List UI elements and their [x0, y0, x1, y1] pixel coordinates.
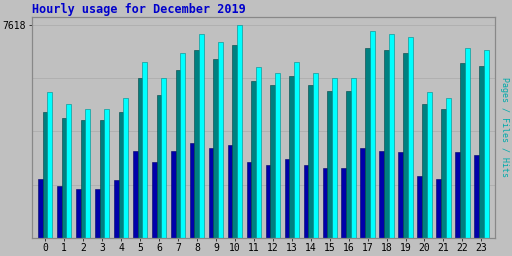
Bar: [441, 109, 446, 238]
Bar: [38, 179, 42, 238]
Bar: [379, 151, 384, 238]
Bar: [455, 153, 460, 238]
Bar: [436, 179, 441, 238]
Bar: [408, 37, 413, 238]
Bar: [161, 78, 166, 238]
Bar: [294, 62, 299, 238]
Bar: [351, 78, 356, 238]
Bar: [76, 189, 81, 238]
Bar: [48, 92, 52, 238]
Bar: [275, 73, 280, 238]
Bar: [195, 50, 199, 238]
Bar: [289, 76, 294, 238]
Bar: [247, 162, 251, 238]
Bar: [228, 145, 232, 238]
Bar: [346, 91, 351, 238]
Text: Hourly usage for December 2019: Hourly usage for December 2019: [32, 3, 246, 16]
Bar: [323, 168, 327, 238]
Bar: [42, 112, 48, 238]
Bar: [384, 50, 389, 238]
Bar: [152, 162, 157, 238]
Bar: [465, 48, 470, 238]
Bar: [176, 70, 180, 238]
Bar: [304, 165, 308, 238]
Bar: [114, 180, 119, 238]
Bar: [237, 25, 242, 238]
Bar: [133, 151, 138, 238]
Bar: [342, 168, 346, 238]
Bar: [62, 118, 67, 238]
Bar: [474, 155, 479, 238]
Bar: [57, 186, 62, 238]
Bar: [100, 120, 104, 238]
Bar: [218, 42, 223, 238]
Bar: [157, 95, 161, 238]
Bar: [86, 109, 90, 238]
Bar: [332, 78, 337, 238]
Bar: [484, 50, 488, 238]
Bar: [104, 109, 109, 238]
Bar: [171, 151, 176, 238]
Bar: [479, 66, 484, 238]
Bar: [360, 148, 365, 238]
Bar: [232, 45, 237, 238]
Bar: [138, 78, 142, 238]
Bar: [251, 81, 256, 238]
Bar: [119, 112, 123, 238]
Bar: [398, 153, 403, 238]
Bar: [123, 98, 128, 238]
Bar: [417, 176, 422, 238]
Bar: [427, 92, 432, 238]
Bar: [270, 86, 275, 238]
Bar: [460, 63, 465, 238]
Bar: [95, 189, 100, 238]
Bar: [81, 120, 86, 238]
Bar: [190, 143, 195, 238]
Bar: [313, 73, 318, 238]
Bar: [256, 67, 261, 238]
Bar: [389, 34, 394, 238]
Bar: [285, 159, 289, 238]
Bar: [370, 31, 375, 238]
Y-axis label: Pages / Files / Hits: Pages / Files / Hits: [500, 77, 509, 177]
Bar: [142, 62, 147, 238]
Bar: [446, 98, 451, 238]
Bar: [327, 91, 332, 238]
Bar: [209, 148, 214, 238]
Bar: [403, 53, 408, 238]
Bar: [199, 34, 204, 238]
Bar: [308, 86, 313, 238]
Bar: [67, 104, 71, 238]
Bar: [214, 59, 218, 238]
Bar: [365, 48, 370, 238]
Bar: [422, 104, 427, 238]
Bar: [180, 53, 185, 238]
Bar: [266, 165, 270, 238]
